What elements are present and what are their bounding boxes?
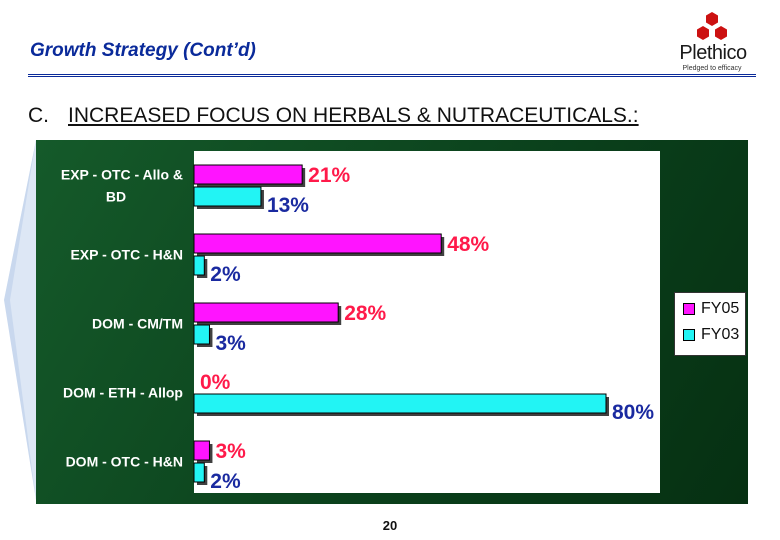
bar-fy05-exp-otc-h-n [193, 233, 442, 254]
bar-fy03-exp-otc-h-n [193, 255, 205, 276]
logo-wordmark: Plethico [679, 42, 747, 64]
legend-label-fy05: FY05 [701, 300, 740, 317]
slide-title: Growth Strategy (Cont’d) [30, 40, 256, 61]
category-label-dom-cm-tm: DOM - CM/TM [92, 316, 183, 332]
title-divider [28, 74, 756, 77]
data-label-fy03-dom-otc-h-n: 2% [210, 470, 241, 493]
bar-fy05-exp-otc-allo-bd [193, 164, 303, 185]
bar-fy05-dom-cm-tm [193, 302, 339, 323]
bar-fy03-dom-eth-allop [193, 393, 607, 414]
legend-swatch-fy03 [683, 329, 695, 341]
category-label-exp-otc-h-n: EXP - OTC - H&N [70, 247, 183, 263]
legend-label-fy03: FY03 [701, 326, 740, 343]
bar-fy03-dom-otc-h-n [193, 462, 205, 483]
legend-item-fy03: FY03 [683, 325, 739, 345]
page-number: 20 [382, 518, 398, 533]
data-label-fy05-dom-eth-allop: 0% [200, 371, 231, 394]
bar-fy03-dom-cm-tm [193, 324, 210, 345]
section-heading: INCREASED FOCUS ON HERBALS & NUTRACEUTIC… [68, 104, 639, 127]
data-label-fy03-exp-otc-allo-bd: 13% [267, 194, 309, 217]
section-letter: C. [28, 104, 49, 127]
logo-hexagons-icon [697, 12, 727, 40]
decorative-arrow-wedge [4, 140, 36, 500]
data-label-fy05-dom-otc-h-n: 3% [215, 440, 246, 463]
data-label-fy03-exp-otc-h-n: 2% [210, 263, 241, 286]
logo-tagline: Pledged to efficacy [682, 65, 742, 72]
data-label-fy05-exp-otc-h-n: 48% [447, 233, 489, 256]
company-logo: Plethico Pledged to efficacy [672, 12, 752, 72]
category-label-exp-otc-allo-bd-line-2: BD [106, 189, 126, 205]
data-label-fy05-dom-cm-tm: 28% [344, 302, 386, 325]
data-label-fy03-dom-eth-allop: 80% [612, 401, 654, 424]
data-label-fy05-exp-otc-allo-bd: 21% [308, 164, 350, 187]
legend-swatch-fy05 [683, 303, 695, 315]
bar-fy05-dom-otc-h-n [193, 440, 210, 461]
data-label-fy03-dom-cm-tm: 3% [215, 332, 246, 355]
category-label-dom-eth-allop: DOM - ETH - Allop [63, 385, 183, 401]
chart-legend: FY05 FY03 [674, 292, 746, 356]
category-label-dom-otc-h-n: DOM - OTC - H&N [66, 454, 183, 470]
bar-fy03-exp-otc-allo-bd [193, 186, 262, 207]
legend-item-fy05: FY05 [683, 299, 739, 319]
category-label-exp-otc-allo-bd-line-1: EXP - OTC - Allo & [61, 167, 183, 183]
